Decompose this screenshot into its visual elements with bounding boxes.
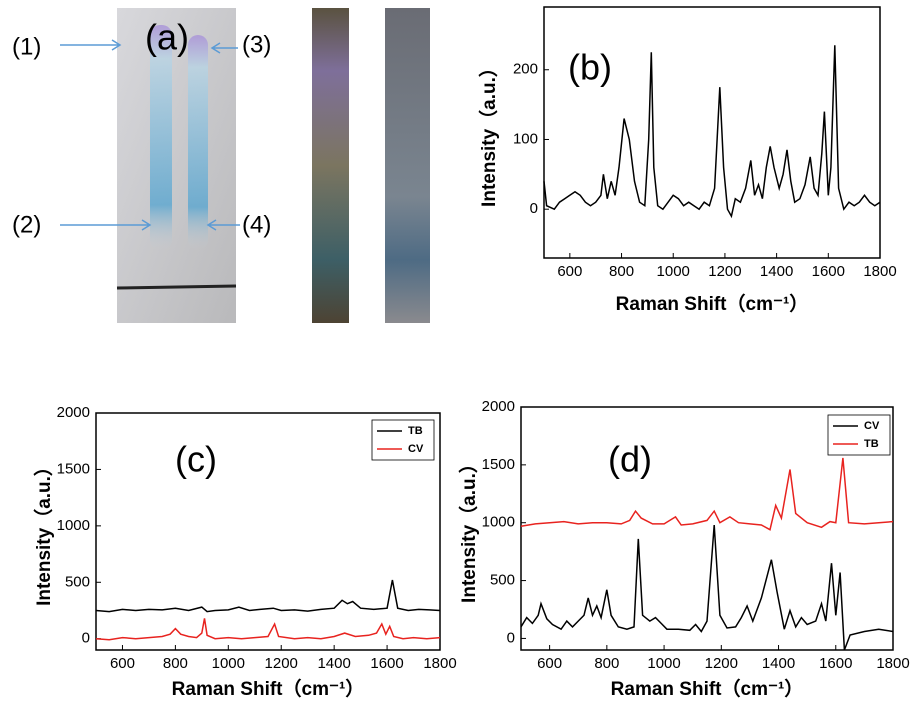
y-tick-label: 0 <box>82 630 90 647</box>
legend-label: TB <box>864 438 879 450</box>
x-axis-title: Raman Shift（cm⁻¹） <box>616 292 809 315</box>
baseline-mark <box>116 284 237 290</box>
spectrum-line <box>520 457 894 531</box>
marker-label: (4) <box>242 211 271 238</box>
x-tick-label: 1600 <box>819 655 852 672</box>
arrow <box>60 39 122 51</box>
x-tick-label: 600 <box>110 655 135 672</box>
x-tick-label: 1400 <box>317 655 350 672</box>
y-tick-label: 2000 <box>482 398 515 415</box>
x-tick-label: 1200 <box>265 655 298 672</box>
y-axis-title: Intensity（a.u.） <box>477 58 500 207</box>
x-tick-label: 1400 <box>762 655 795 672</box>
plot-frame <box>95 412 441 651</box>
x-tick-label: 600 <box>557 263 582 280</box>
y-tick-label: 100 <box>513 130 538 147</box>
x-tick-label: 800 <box>163 655 188 672</box>
marker-label: (2) <box>12 211 41 238</box>
plot-frame <box>543 6 881 259</box>
x-axis-title: Raman Shift（cm⁻¹） <box>172 677 365 700</box>
y-tick-label: 200 <box>513 61 538 78</box>
spectrum-line <box>95 579 441 613</box>
y-tick-label: 1000 <box>482 514 515 531</box>
panel-label: (b) <box>568 47 612 88</box>
spectrum-line <box>543 45 881 219</box>
spectrum-line <box>520 524 894 651</box>
strip <box>312 8 349 323</box>
arrow <box>206 219 240 231</box>
x-tick-label: 1000 <box>212 655 245 672</box>
legend-box <box>827 414 891 456</box>
x-tick-label: 1400 <box>760 263 793 280</box>
y-tick-label: 500 <box>65 573 90 590</box>
legend-label: CV <box>864 420 880 432</box>
legend-label: CV <box>408 443 424 455</box>
marker-label: (3) <box>242 31 271 58</box>
x-tick-label: 1000 <box>647 655 680 672</box>
y-tick-label: 0 <box>530 200 538 217</box>
legend-box <box>371 419 435 461</box>
panel-label: (a) <box>145 17 189 58</box>
arrow <box>60 219 152 231</box>
strip <box>385 8 430 323</box>
x-tick-label: 800 <box>609 263 634 280</box>
marker-label: (1) <box>12 33 41 60</box>
spectrum-line <box>95 618 441 641</box>
x-tick-label: 1800 <box>423 655 456 672</box>
x-tick-label: 1200 <box>705 655 738 672</box>
y-tick-label: 2000 <box>57 404 90 421</box>
legend-label: TB <box>408 425 423 437</box>
lane <box>150 25 172 250</box>
panel-label: (c) <box>175 439 217 480</box>
y-tick-label: 0 <box>507 629 515 646</box>
photo-panel: (a) (1) (2) (3) (4) <box>12 8 430 323</box>
x-tick-label: 1600 <box>370 655 403 672</box>
lane <box>188 35 208 250</box>
panel-label: (d) <box>608 439 652 480</box>
y-axis-title: Intensity（a.u.） <box>32 457 55 606</box>
x-tick-label: 1200 <box>708 263 741 280</box>
arrow <box>210 42 238 54</box>
y-tick-label: 500 <box>490 572 515 589</box>
x-tick-label: 1000 <box>657 263 690 280</box>
x-tick-label: 1600 <box>812 263 845 280</box>
x-tick-label: 1800 <box>863 263 896 280</box>
plot-frame <box>520 406 894 651</box>
x-axis-title: Raman Shift（cm⁻¹） <box>611 677 804 700</box>
x-tick-label: 600 <box>537 655 562 672</box>
tlc-plate <box>117 8 236 323</box>
y-tick-label: 1500 <box>482 456 515 473</box>
x-tick-label: 1800 <box>876 655 909 672</box>
x-tick-label: 800 <box>594 655 619 672</box>
y-axis-title: Intensity（a.u.） <box>457 454 480 603</box>
y-tick-label: 1000 <box>57 517 90 534</box>
y-tick-label: 1500 <box>57 460 90 477</box>
